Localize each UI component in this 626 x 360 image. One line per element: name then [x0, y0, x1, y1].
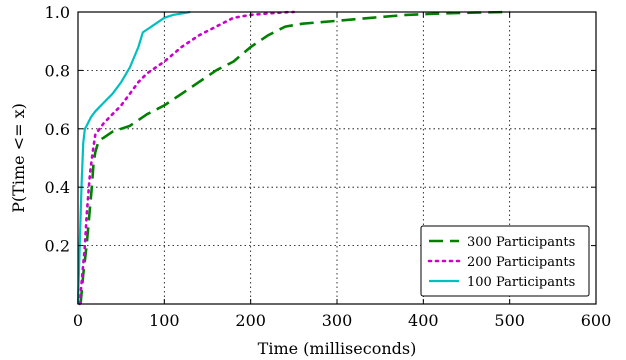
x-tick-label: 600	[581, 311, 612, 330]
legend-box	[420, 225, 590, 297]
legend-label: 200 Participants	[467, 255, 575, 270]
x-tick-label: 200	[235, 311, 266, 330]
x-tick-label: 100	[149, 311, 180, 330]
series-line-2	[76, 10, 191, 305]
y-tick-label: 0.6	[45, 120, 70, 139]
y-axis-title: P(Time <= x)	[9, 103, 28, 213]
x-tick-label: 0	[73, 311, 83, 330]
series-line-1	[78, 10, 296, 306]
legend-label: 300 Participants	[467, 235, 575, 250]
legend: 300 Participants 200 Participants 100 Part…	[420, 225, 590, 297]
y-tick-label: 0.4	[45, 178, 70, 197]
x-tick-label: 300	[322, 311, 353, 330]
y-tick-label: 0.8	[45, 61, 70, 80]
x-tick-label: 500	[494, 311, 525, 330]
legend-label: 100 Participants	[467, 275, 575, 290]
x-axis-title: Time (milliseconds)	[258, 339, 417, 358]
tick-layer: 0 100 200 300 400 500 600 0.2 0.4 0.6 0.8 1.0	[45, 3, 612, 330]
y-tick-label: 0.2	[45, 237, 70, 256]
x-tick-label: 400	[408, 311, 439, 330]
y-tick-label: 1.0	[45, 3, 70, 22]
series-line-0	[79, 10, 510, 305]
series-layer	[76, 10, 510, 306]
